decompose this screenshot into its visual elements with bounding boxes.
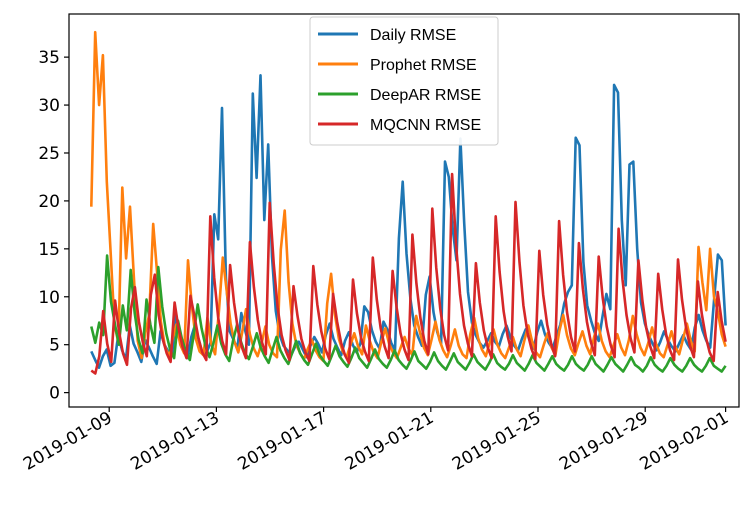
series-layer: [90, 30, 727, 375]
x-tick-label-0: 2019-01-09: [20, 408, 116, 475]
x-tick-label-3: 2019-01-21: [342, 408, 438, 475]
plot-frame: [68, 13, 740, 408]
x-tick-label-4: 2019-01-25: [449, 408, 545, 475]
x-tick-label-2: 2019-01-17: [235, 408, 331, 475]
legend-box: [309, 16, 499, 146]
y-tick-label-2: 10: [38, 288, 60, 308]
y-tick-label-4: 20: [38, 192, 60, 212]
y-axis: 0 5 10 15 20 25 30 35: [38, 48, 69, 404]
x-tick-label-6: 2019-02-01: [637, 408, 733, 475]
legend-label-0: Daily RMSE: [370, 27, 456, 44]
y-tick-label-7: 35: [38, 48, 60, 68]
legend-label-2: DeepAR RMSE: [370, 87, 481, 104]
series-line-3: [90, 172, 727, 375]
legend-label-1: Prophet RMSE: [370, 57, 477, 74]
x-tick-label-1: 2019-01-13: [127, 408, 223, 475]
y-tick-label-1: 5: [49, 336, 60, 356]
legend-label-3: MQCNN RMSE: [370, 117, 481, 134]
y-tick-label-3: 15: [38, 240, 60, 260]
y-tick-label-6: 30: [38, 96, 60, 116]
x-axis: 2019-01-09 2019-01-13 2019-01-17 2019-01-21…: [20, 407, 732, 475]
series-line-2: [90, 254, 727, 373]
x-tick-label-5: 2019-01-29: [556, 408, 652, 475]
y-tick-label-5: 25: [38, 144, 60, 164]
legend: Daily RMSE Prophet RMSE DeepAR RMSE MQCNN R…: [309, 16, 499, 146]
y-tick-label-0: 0: [49, 384, 60, 404]
